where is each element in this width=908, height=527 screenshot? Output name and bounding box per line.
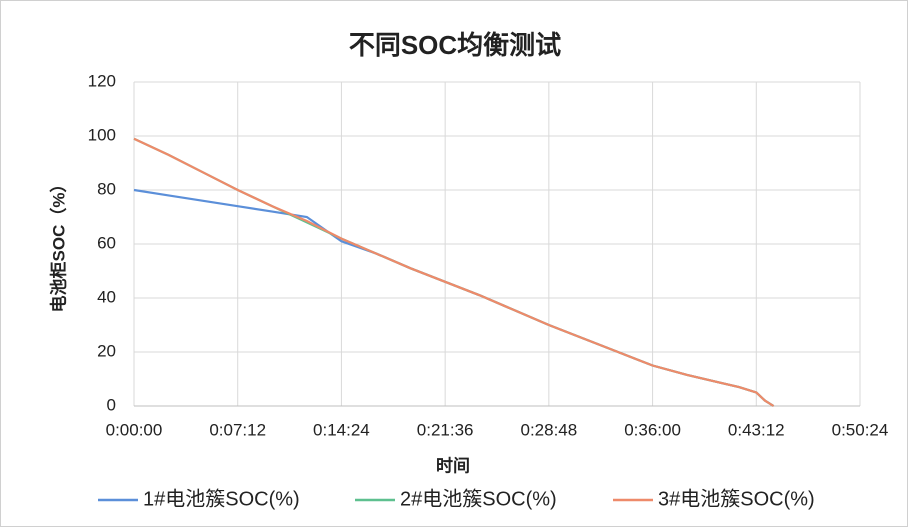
x-axis-label: 时间 bbox=[436, 455, 470, 475]
x-tick-label: 0:50:24 bbox=[832, 420, 889, 439]
y-tick-label: 40 bbox=[97, 287, 116, 306]
legend-label: 3#电池簇SOC(%) bbox=[658, 487, 815, 510]
x-tick-label: 0:43:12 bbox=[728, 420, 785, 439]
legend-label: 2#电池簇SOC(%) bbox=[400, 487, 557, 510]
y-tick-label: 120 bbox=[88, 71, 116, 90]
y-tick-label: 60 bbox=[97, 233, 116, 252]
x-tick-label: 0:00:00 bbox=[106, 420, 163, 439]
x-tick-label: 0:14:24 bbox=[313, 420, 370, 439]
x-tick-label: 0:21:36 bbox=[417, 420, 474, 439]
y-tick-label: 80 bbox=[97, 179, 116, 198]
y-tick-label: 0 bbox=[107, 395, 116, 414]
x-tick-label: 0:07:12 bbox=[209, 420, 266, 439]
y-tick-label: 100 bbox=[88, 125, 116, 144]
y-tick-label: 20 bbox=[97, 341, 116, 360]
series-line bbox=[133, 137, 775, 407]
chart-title: 不同SOC均衡测试 bbox=[349, 30, 561, 60]
y-axis-label: 电池柜SOC（%） bbox=[48, 176, 68, 313]
x-tick-label: 0:36:00 bbox=[624, 420, 681, 439]
x-tick-label: 0:28:48 bbox=[520, 420, 577, 439]
legend-label: 1#电池簇SOC(%) bbox=[143, 487, 300, 510]
